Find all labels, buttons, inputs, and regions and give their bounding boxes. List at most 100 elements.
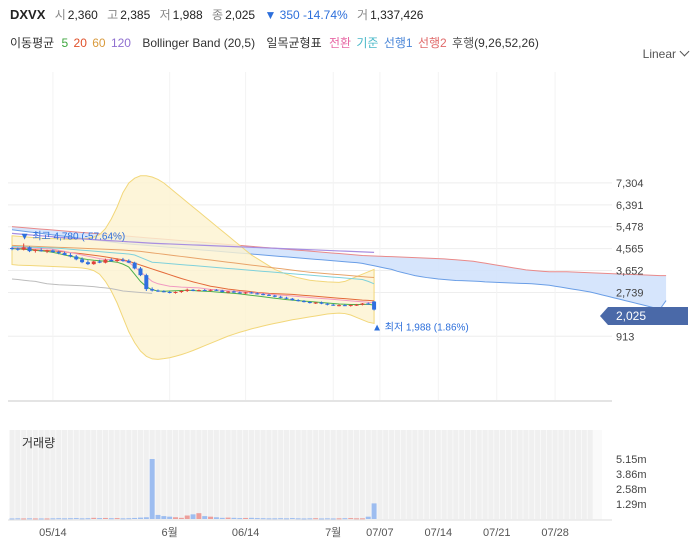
volume-bar xyxy=(178,517,184,519)
candle-body xyxy=(150,289,155,291)
candle-body xyxy=(80,259,85,263)
volume-bar xyxy=(114,518,120,520)
volume-bar xyxy=(132,517,138,519)
volume-slot xyxy=(167,430,173,519)
volume-bar xyxy=(184,515,190,519)
volume-bar xyxy=(126,518,132,520)
candle-body xyxy=(226,291,231,293)
candle-body xyxy=(39,250,44,252)
y-tick-label: 913 xyxy=(616,331,634,343)
ichimoku-label[interactable]: 일목균형표 xyxy=(266,36,322,50)
candle-body xyxy=(21,247,26,250)
volume-slot xyxy=(44,430,50,519)
ma-label[interactable]: 이동평균 xyxy=(10,36,55,50)
volume-slot xyxy=(278,430,284,519)
candle-body xyxy=(85,262,90,265)
candle-body xyxy=(208,289,213,291)
volume-slot xyxy=(488,430,494,519)
ichimoku-chikou-line xyxy=(11,278,153,294)
current-price-value: 2,025 xyxy=(616,309,647,323)
change-value: ▼ 350 -14.74% xyxy=(264,8,348,22)
low-annotation: ▲ 최저 1,988 (1.86%) xyxy=(372,321,469,333)
volume-bar xyxy=(359,518,365,520)
volume-slot xyxy=(371,430,377,519)
y-tick-label: 3,652 xyxy=(616,266,644,278)
candle-body xyxy=(366,303,371,305)
y-tick-label: 7,304 xyxy=(616,178,644,190)
volume-slot xyxy=(283,430,289,519)
candle-body xyxy=(266,294,271,296)
volume-bar xyxy=(342,518,348,520)
volume-slot xyxy=(272,430,278,519)
volume-slot xyxy=(67,430,73,519)
open-label: 시 xyxy=(54,8,66,22)
volume-bar xyxy=(324,518,330,520)
volume-bar xyxy=(365,516,371,519)
volume-slot xyxy=(219,430,225,519)
candle-body xyxy=(284,297,289,299)
ma120-line xyxy=(11,232,375,253)
volume-bar xyxy=(248,517,254,519)
candle-body xyxy=(62,253,67,255)
candle-body xyxy=(196,290,201,292)
candle-body xyxy=(237,292,242,294)
volume-slot xyxy=(32,430,38,519)
volume-bar xyxy=(289,518,295,520)
y-tick-label: 4,565 xyxy=(616,244,644,256)
volume-bar xyxy=(44,518,50,520)
x-tick-label: 07/07 xyxy=(366,527,394,539)
volume-bar xyxy=(202,516,208,519)
volume-slot xyxy=(73,430,79,519)
volume-slot xyxy=(56,430,62,519)
candle-body xyxy=(243,292,248,294)
volume-slot xyxy=(248,430,254,519)
volume-slot xyxy=(587,430,593,519)
volume-bar xyxy=(143,517,149,519)
volume-slot xyxy=(155,430,161,519)
x-tick-label: 07/21 xyxy=(483,527,511,539)
x-tick-label: 7월 xyxy=(325,526,341,539)
volume-slot xyxy=(529,430,535,519)
y-tick-label: 6,391 xyxy=(616,200,644,212)
volume-bar xyxy=(243,517,249,519)
volume-bar xyxy=(272,518,278,520)
scale-mode-dropdown[interactable]: Linear xyxy=(643,46,690,61)
volume-bar xyxy=(50,518,56,520)
volume-slot xyxy=(85,430,91,519)
candle-body xyxy=(255,293,260,295)
candle-body xyxy=(74,256,79,260)
ma-period-20: 20 xyxy=(73,36,87,50)
volume-slot xyxy=(108,430,114,519)
ma-period-120: 120 xyxy=(110,36,131,50)
ma-period-5: 5 xyxy=(61,36,69,50)
volume-slot xyxy=(581,430,587,519)
candle-body xyxy=(296,300,301,302)
volume-bar xyxy=(167,516,173,519)
candle-body xyxy=(372,301,377,310)
quote-header: DXVX 시 2,360 고 2,385 저 1,988 종 2,025 ▼ 350 -… xyxy=(10,6,429,23)
volume-bar xyxy=(254,518,260,520)
candle-body xyxy=(91,261,96,265)
volume-slot xyxy=(447,430,453,519)
low-value: 1,988 xyxy=(172,8,203,22)
candle-body xyxy=(360,303,365,305)
volume-bar xyxy=(336,518,342,520)
candle-body xyxy=(68,255,73,257)
volume-bar xyxy=(38,518,44,520)
candle-body xyxy=(109,259,114,262)
volume-slot xyxy=(517,430,523,519)
volume-slot xyxy=(243,430,249,519)
volume-slot xyxy=(412,430,418,519)
candle-body xyxy=(272,295,277,297)
volume-slot xyxy=(418,430,424,519)
bollinger-label[interactable]: Bollinger Band (20,5) xyxy=(142,36,256,50)
x-tick-label: 05/14 xyxy=(39,527,67,539)
indicator-legend: 이동평균 5 20 60 120 Bollinger Band (20,5) 일… xyxy=(10,34,543,51)
volume-slot xyxy=(319,430,325,519)
volume-slot xyxy=(389,430,395,519)
volume-slot xyxy=(173,430,179,519)
volume-bar xyxy=(348,518,354,520)
volume-slot xyxy=(213,430,219,519)
volume-slot xyxy=(535,430,541,519)
